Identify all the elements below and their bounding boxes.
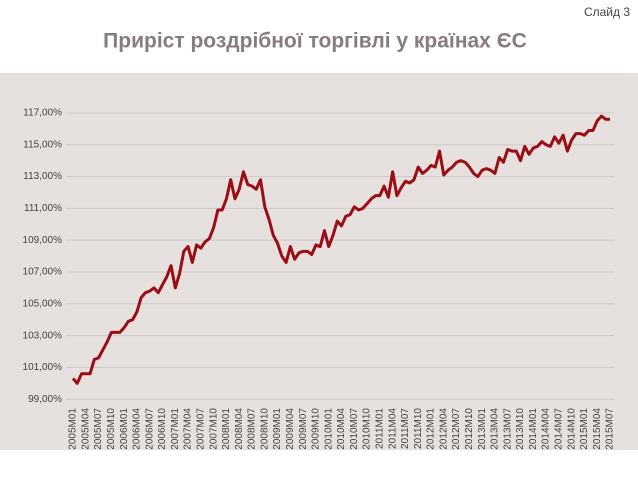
x-tick-label: 2015M01: [579, 408, 590, 450]
x-tick-label: 2013M07: [502, 408, 513, 450]
x-tick-label: 2011M04: [387, 408, 398, 449]
x-tick-label: 2009M01: [272, 408, 283, 450]
x-tick-label: 2005M04: [80, 408, 91, 450]
x-tick-label: 2014M07: [553, 408, 564, 450]
x-tick-label: 2013M10: [515, 408, 526, 450]
x-tick-label: 2011M01: [374, 408, 385, 449]
y-tick-label: 117,00%: [23, 108, 62, 119]
y-tick-label: 107,00%: [23, 267, 63, 278]
data-line: [71, 114, 610, 385]
slide-label: Слайд 3: [584, 5, 630, 19]
chart-title: Приріст роздрібної торгівлі у країнах ЄС: [103, 30, 527, 53]
x-tick-label: 2014M10: [566, 408, 577, 450]
x-tick-label: 2006M01: [119, 408, 130, 450]
x-tick-label: 2008M01: [221, 408, 232, 450]
x-tick-label: 2007M04: [183, 408, 194, 450]
x-tick-label: 2009M04: [285, 408, 296, 450]
x-tick-label: 2008M10: [259, 408, 270, 450]
x-tick-label: 2014M01: [528, 408, 539, 450]
x-tick-label: 2014M04: [541, 408, 552, 450]
x-tick-label: 2006M10: [157, 408, 168, 450]
y-tick-label: 103,00%: [23, 330, 63, 341]
x-tick-label: 2008M07: [247, 408, 258, 450]
x-tick-label: 2007M10: [208, 408, 219, 450]
x-tick-label: 2009M10: [311, 408, 322, 450]
x-tick-label: 2010M01: [323, 408, 334, 450]
x-tick-label: 2012M10: [464, 408, 475, 450]
x-tick-label: 2010M10: [362, 408, 373, 450]
x-tick-label: 2006M07: [144, 408, 155, 450]
x-tick-label: 2005M10: [106, 408, 117, 450]
y-tick-label: 111,00%: [24, 203, 62, 214]
chart-panel: [0, 73, 638, 450]
x-tick-label: 2005M01: [68, 408, 79, 450]
y-tick-label: 105,00%: [23, 298, 63, 309]
x-tick-label: 2010M04: [336, 408, 347, 450]
x-tick-label: 2007M07: [195, 408, 206, 450]
x-tick-label: 2012M01: [426, 408, 437, 450]
x-tick-label: 2011M10: [413, 408, 424, 449]
y-tick-label: 101,00%: [23, 362, 63, 373]
y-tick-label: 113,00%: [23, 171, 62, 182]
x-tick-label: 2008M04: [234, 408, 245, 450]
y-tick-label: 99,00%: [28, 394, 62, 405]
x-tick-label: 2015M04: [592, 408, 603, 450]
x-tick-label: 2013M01: [477, 408, 488, 450]
x-tick-label: 2005M07: [93, 408, 104, 450]
x-tick-label: 2011M07: [400, 408, 411, 449]
y-tick-label: 115,00%: [23, 139, 62, 150]
x-tick-label: 2012M04: [438, 408, 449, 450]
x-tick-label: 2006M04: [132, 408, 143, 450]
x-tick-label: 2009M07: [298, 408, 309, 450]
x-tick-label: 2010M07: [349, 408, 360, 450]
x-tick-label: 2012M07: [451, 408, 462, 450]
y-tick-label: 109,00%: [23, 235, 63, 246]
x-tick-label: 2013M04: [490, 408, 501, 450]
x-tick-label: 2015M07: [605, 408, 616, 450]
x-tick-label: 2007M01: [170, 408, 181, 450]
